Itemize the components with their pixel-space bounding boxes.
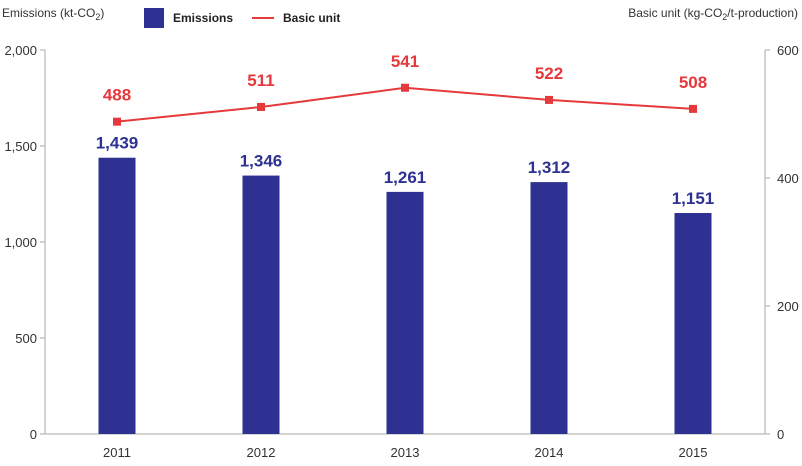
left-tick-label: 1,000 bbox=[4, 235, 37, 250]
basic-unit-point-2013 bbox=[401, 83, 409, 92]
emissions-value-label-2015: 1,151 bbox=[672, 189, 715, 208]
right-tick-label: 0 bbox=[777, 427, 784, 442]
bars: 1,439 1,346 1,261 1,312 1,151 bbox=[96, 134, 715, 434]
left-tick-label: 500 bbox=[15, 331, 37, 346]
legend-basic-unit-label: Basic unit bbox=[283, 11, 340, 25]
x-tick-labels: 2011 2012 2013 2014 2015 bbox=[103, 445, 707, 460]
emissions-value-label-2014: 1,312 bbox=[528, 158, 571, 177]
basic-unit-point-2014 bbox=[545, 95, 553, 104]
right-tick-label: 200 bbox=[777, 299, 799, 314]
basic-unit-value-label-2015: 508 bbox=[679, 73, 707, 92]
right-tick-label: 400 bbox=[777, 171, 799, 186]
basic-unit-line: 488 511 541 522 508 bbox=[103, 52, 707, 126]
basic-unit-value-label-2011: 488 bbox=[103, 86, 131, 105]
x-tick-label-2014: 2014 bbox=[535, 445, 564, 460]
x-tick-label-2013: 2013 bbox=[391, 445, 420, 460]
left-axis-title: Emissions (kt-CO2) bbox=[2, 6, 104, 22]
emissions-value-label-2012: 1,346 bbox=[240, 152, 283, 171]
basic-unit-value-label-2012: 511 bbox=[247, 71, 274, 90]
left-tick-label: 1,500 bbox=[4, 139, 37, 154]
x-tick-label-2012: 2012 bbox=[247, 445, 276, 460]
left-ticks: 0 500 1,000 1,500 2,000 bbox=[4, 43, 45, 442]
emissions-bar-2014 bbox=[530, 182, 568, 434]
legend-emissions-label: Emissions bbox=[173, 11, 233, 25]
emissions-value-label-2013: 1,261 bbox=[384, 168, 427, 187]
basic-unit-point-2011 bbox=[113, 117, 121, 126]
right-tick-label: 600 bbox=[777, 43, 799, 58]
emissions-bar-2015 bbox=[674, 213, 712, 434]
x-tick-label-2011: 2011 bbox=[103, 445, 131, 460]
emissions-bar-2011 bbox=[98, 157, 136, 434]
basic-unit-line-path bbox=[116, 86, 694, 123]
basic-unit-point-2012 bbox=[257, 102, 265, 111]
emissions-bar-2013 bbox=[386, 191, 424, 434]
left-tick-label: 0 bbox=[30, 427, 37, 442]
basic-unit-value-label-2013: 541 bbox=[391, 52, 419, 71]
basic-unit-point-2015 bbox=[689, 104, 697, 113]
right-axis-title: Basic unit (kg-CO2/t-production) bbox=[628, 6, 798, 22]
emissions-value-label-2011: 1,439 bbox=[96, 134, 139, 153]
left-tick-label: 2,000 bbox=[4, 43, 37, 58]
basic-unit-value-label-2014: 522 bbox=[535, 64, 563, 83]
right-ticks: 0 200 400 600 bbox=[765, 43, 799, 442]
legend: Emissions Basic unit bbox=[144, 8, 340, 28]
x-tick-label-2015: 2015 bbox=[679, 445, 708, 460]
emissions-bar-2012 bbox=[242, 175, 280, 434]
legend-emissions-swatch bbox=[144, 8, 164, 28]
